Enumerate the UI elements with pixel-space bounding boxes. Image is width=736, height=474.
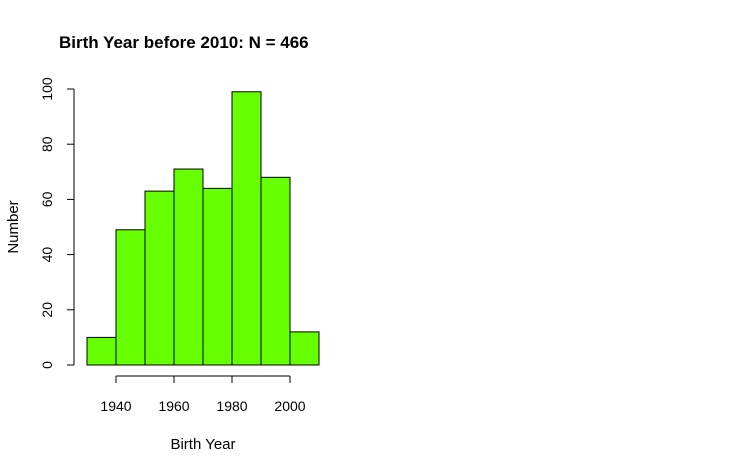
y-tick-label: 60 (39, 191, 55, 207)
histogram-bar (173, 168, 204, 366)
x-tick-label: 1940 (100, 398, 131, 414)
histogram-bar (289, 331, 320, 366)
x-axis: 1940 1960 1980 2000 (100, 375, 306, 414)
x-tick-label: 1960 (158, 398, 189, 414)
histogram-bar (86, 336, 117, 366)
y-tick-label: 0 (39, 361, 55, 369)
histogram-bar (260, 176, 291, 366)
histogram-bar (231, 91, 262, 366)
bars-group (86, 91, 320, 366)
y-tick-label: 100 (39, 77, 55, 101)
y-tick-label: 20 (39, 302, 55, 318)
chart-title: Birth Year before 2010: N = 466 (59, 33, 309, 52)
y-tick-label: 40 (39, 247, 55, 263)
y-axis-label: Number (5, 200, 22, 253)
histogram-bar (144, 190, 175, 366)
y-axis: 0 20 40 60 80 100 (39, 77, 75, 369)
x-axis-label: Birth Year (170, 436, 235, 453)
x-tick-label: 1980 (216, 398, 247, 414)
histogram-bar (115, 229, 146, 366)
histogram-bar (202, 187, 233, 366)
y-tick-label: 80 (39, 136, 55, 152)
x-tick-label: 2000 (274, 398, 305, 414)
